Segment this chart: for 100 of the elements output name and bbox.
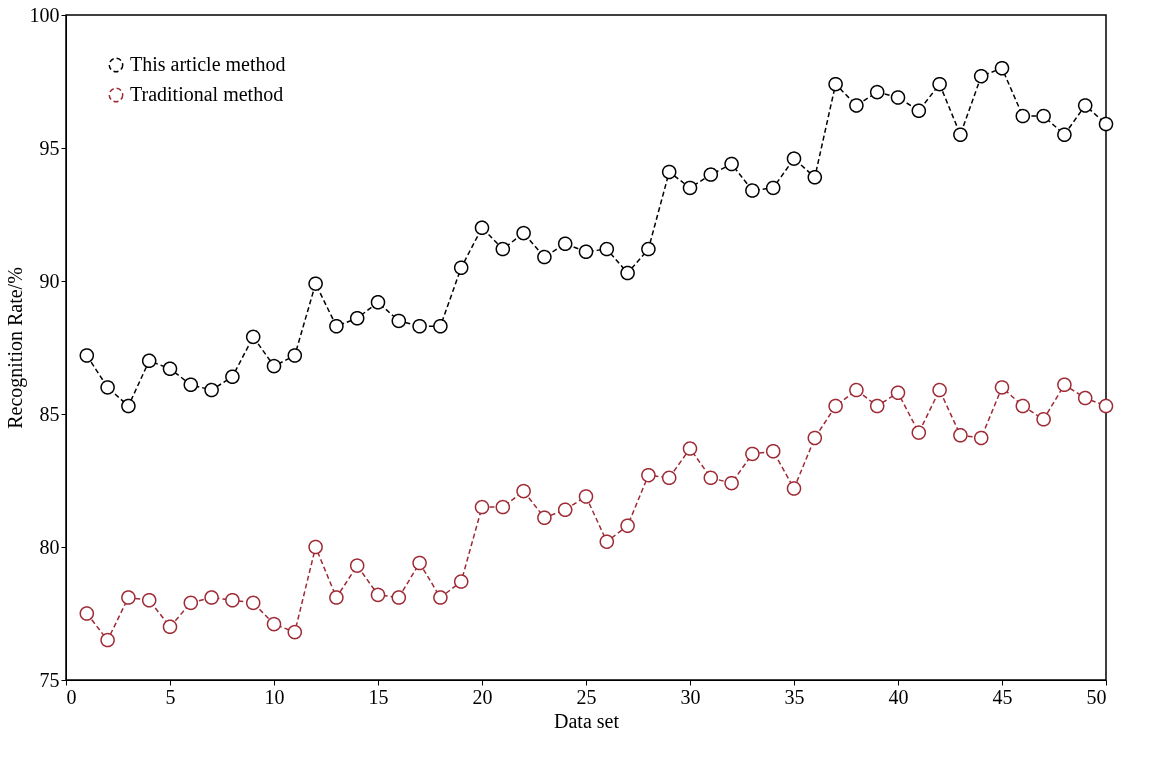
point bbox=[287, 348, 303, 363]
point bbox=[890, 90, 906, 105]
point bbox=[1077, 98, 1093, 113]
point bbox=[162, 619, 178, 635]
point bbox=[495, 241, 511, 257]
point bbox=[100, 632, 115, 648]
point bbox=[620, 518, 635, 533]
point bbox=[807, 170, 823, 185]
point bbox=[620, 265, 635, 281]
point bbox=[1036, 108, 1051, 124]
point bbox=[370, 295, 386, 310]
point bbox=[578, 489, 594, 504]
point bbox=[370, 587, 386, 603]
point bbox=[79, 606, 95, 621]
point bbox=[433, 590, 448, 605]
point bbox=[1098, 398, 1114, 414]
x-tick-label: 20 bbox=[472, 685, 493, 708]
point bbox=[557, 502, 573, 518]
x-tick-label: 10 bbox=[264, 685, 285, 708]
x-tick-label: 40 bbox=[888, 685, 909, 708]
point bbox=[599, 534, 615, 549]
point bbox=[1015, 398, 1031, 414]
point bbox=[682, 441, 698, 456]
y-tick-label: 75 bbox=[39, 668, 60, 691]
y-tick-label: 80 bbox=[39, 535, 60, 558]
y-tick-label: 95 bbox=[39, 136, 60, 159]
point bbox=[745, 446, 760, 462]
point bbox=[932, 382, 947, 398]
point bbox=[121, 590, 136, 605]
point bbox=[641, 467, 656, 483]
point bbox=[349, 558, 365, 573]
point bbox=[911, 425, 927, 440]
point bbox=[183, 595, 199, 611]
x-tick-label: 0 bbox=[66, 685, 77, 708]
point bbox=[79, 348, 95, 363]
x-tick-label: 25 bbox=[576, 685, 597, 708]
point bbox=[141, 592, 157, 608]
legend-label: Traditional method bbox=[130, 83, 284, 105]
point bbox=[661, 470, 677, 486]
point bbox=[661, 164, 677, 180]
point bbox=[204, 382, 219, 398]
y-tick-label: 85 bbox=[39, 402, 60, 425]
point bbox=[308, 276, 323, 291]
point bbox=[869, 398, 885, 414]
point bbox=[516, 483, 531, 499]
y-axis-title: Recognition Rate/% bbox=[3, 267, 27, 429]
x-tick-label: 15 bbox=[368, 685, 389, 708]
point bbox=[225, 369, 240, 385]
point bbox=[703, 167, 719, 182]
point bbox=[453, 574, 469, 589]
point bbox=[578, 244, 594, 259]
point bbox=[953, 127, 968, 142]
point bbox=[433, 318, 448, 334]
point bbox=[973, 430, 989, 446]
point bbox=[641, 241, 656, 257]
point bbox=[391, 590, 407, 605]
point bbox=[204, 590, 219, 605]
point bbox=[245, 329, 261, 345]
point bbox=[911, 103, 927, 119]
point bbox=[391, 313, 407, 329]
point bbox=[162, 361, 178, 377]
x-tick-label: 35 bbox=[784, 685, 805, 708]
point bbox=[973, 68, 989, 84]
point bbox=[786, 151, 802, 166]
point bbox=[828, 398, 843, 414]
point bbox=[121, 398, 136, 414]
x-tick-label: 30 bbox=[680, 685, 701, 708]
point bbox=[765, 443, 781, 459]
x-tick-label: 45 bbox=[992, 685, 1013, 708]
point bbox=[599, 241, 615, 257]
point bbox=[100, 380, 115, 395]
point bbox=[953, 428, 968, 443]
point bbox=[412, 318, 427, 334]
point bbox=[287, 624, 303, 640]
x-tick-label: 5 bbox=[165, 685, 176, 708]
legend-label: This article method bbox=[130, 53, 286, 75]
point bbox=[266, 358, 282, 374]
point bbox=[1077, 390, 1093, 406]
point bbox=[994, 380, 1010, 395]
point bbox=[141, 353, 157, 369]
point bbox=[682, 180, 698, 196]
y-tick-label: 90 bbox=[39, 269, 60, 292]
point bbox=[495, 499, 511, 515]
point bbox=[994, 60, 1010, 76]
point bbox=[349, 310, 365, 326]
point bbox=[745, 183, 760, 198]
point bbox=[869, 84, 885, 100]
x-tick-label: 50 bbox=[1086, 685, 1107, 708]
point bbox=[266, 616, 282, 632]
point bbox=[828, 76, 843, 92]
point bbox=[537, 510, 552, 525]
point bbox=[308, 539, 323, 555]
point bbox=[474, 499, 490, 515]
point bbox=[1098, 116, 1114, 132]
point bbox=[329, 318, 344, 334]
point bbox=[724, 156, 739, 172]
point bbox=[183, 377, 199, 392]
point bbox=[453, 260, 469, 275]
point bbox=[724, 475, 739, 491]
point bbox=[703, 470, 719, 486]
